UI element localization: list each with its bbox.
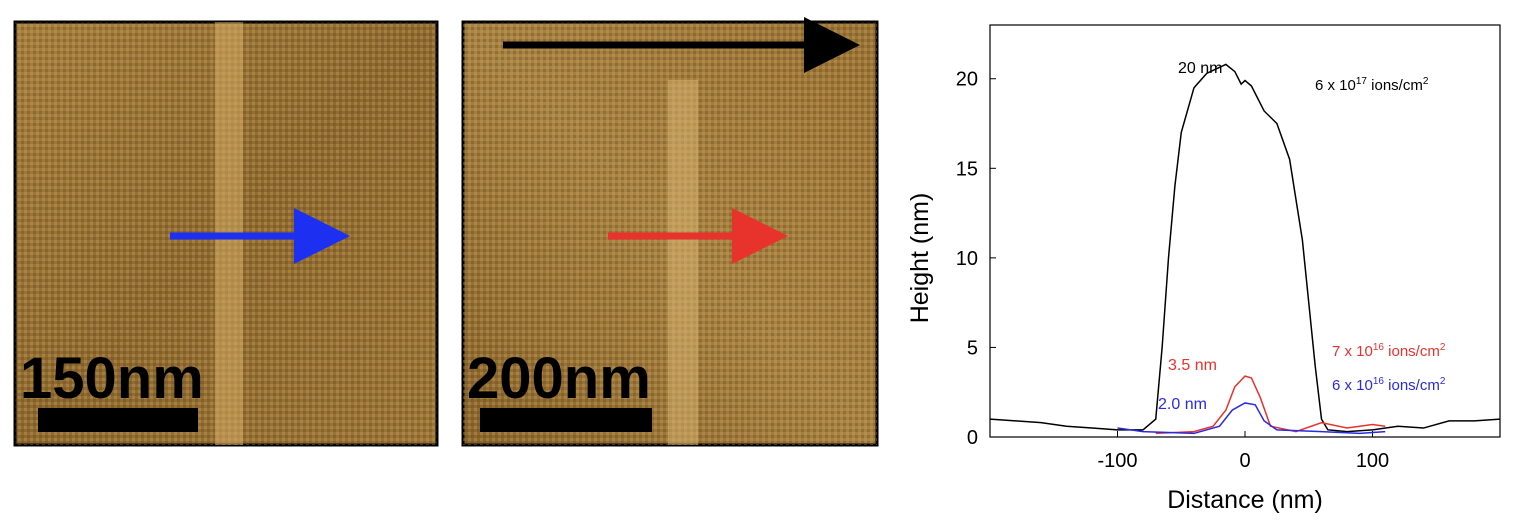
peak-label: 3.5 nm bbox=[1168, 357, 1217, 374]
series-label-part: ions/cm bbox=[1384, 377, 1440, 394]
x-axis-label: Distance (nm) bbox=[1167, 486, 1323, 514]
x-tick-label: 100 bbox=[1356, 450, 1389, 472]
series-label-part: 2 bbox=[1423, 76, 1429, 87]
y-tick-label: 5 bbox=[967, 337, 978, 359]
line-series bbox=[1117, 402, 1386, 435]
x-tick-label: -100 bbox=[1097, 450, 1137, 472]
y-tick-label: 15 bbox=[956, 158, 978, 180]
series-label-part: 7 x 10 bbox=[1332, 343, 1373, 360]
series-label-part: 6 x 10 bbox=[1332, 377, 1373, 394]
series-label-part: 16 bbox=[1373, 376, 1385, 387]
y-tick-label: 0 bbox=[967, 427, 978, 449]
series-label-part: 6 x 10 bbox=[1315, 77, 1356, 94]
line-series bbox=[1155, 375, 1386, 435]
scale-label: 200nm bbox=[467, 346, 651, 411]
peak-label: 20 nm bbox=[1178, 60, 1222, 77]
afm-image-1: 150nm bbox=[13, 20, 439, 447]
series-label-part: ions/cm bbox=[1384, 343, 1440, 360]
afm-image-2: 200nm bbox=[461, 17, 879, 447]
y-axis-label: Height (nm) bbox=[906, 193, 934, 324]
series-label: 6 x 1016 ions/cm2 bbox=[1332, 376, 1446, 394]
series-label-part: ions/cm bbox=[1367, 77, 1423, 94]
series-label-part: 17 bbox=[1356, 76, 1368, 87]
scale-label: 150nm bbox=[20, 346, 204, 411]
series-label: 6 x 1017 ions/cm2 bbox=[1315, 76, 1429, 94]
series-label-part: 16 bbox=[1373, 342, 1385, 353]
series-label-part: 2 bbox=[1440, 376, 1446, 387]
x-tick-label: 0 bbox=[1239, 450, 1250, 472]
y-tick-label: 10 bbox=[956, 248, 978, 270]
peak-label: 2.0 nm bbox=[1158, 396, 1207, 413]
series-label: 7 x 1016 ions/cm2 bbox=[1332, 342, 1446, 360]
y-tick-label: 20 bbox=[956, 69, 978, 91]
series-label-part: 2 bbox=[1440, 342, 1446, 353]
